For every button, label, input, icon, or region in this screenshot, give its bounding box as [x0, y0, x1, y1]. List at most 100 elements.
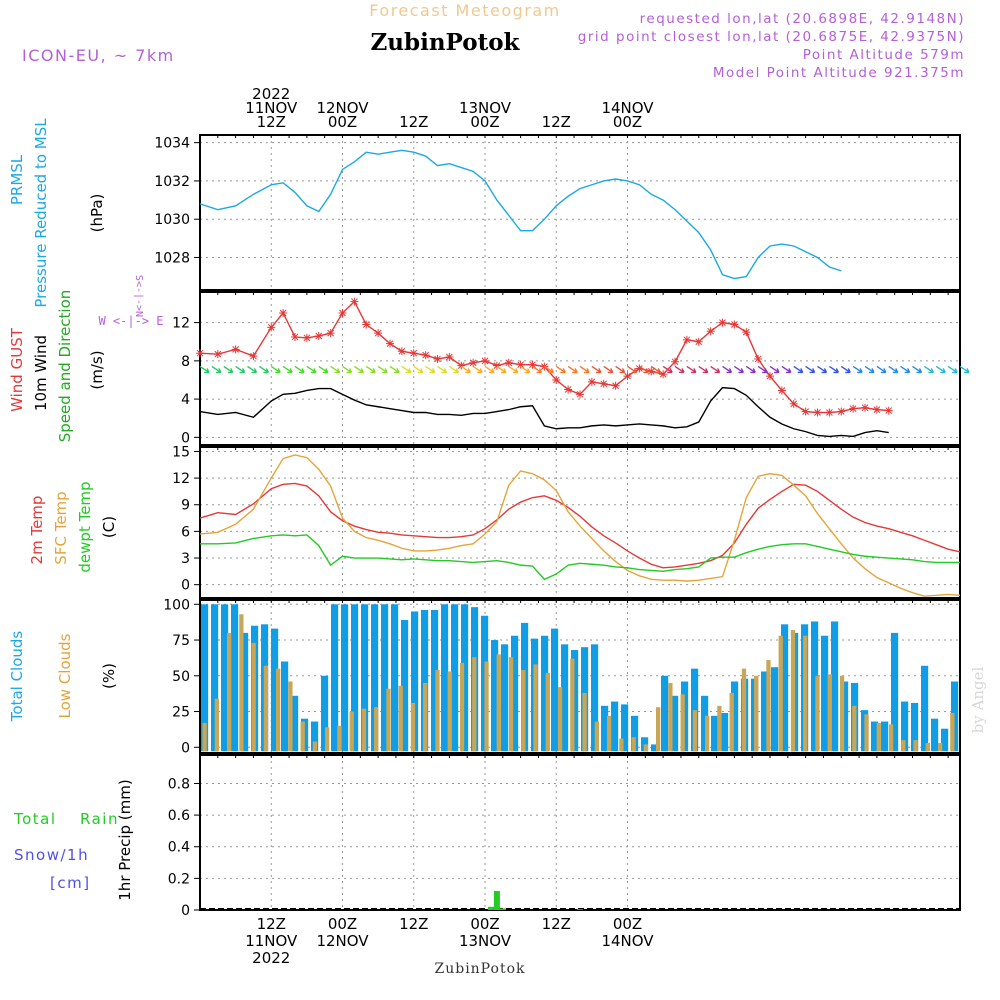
total-clouds-bar — [391, 604, 399, 752]
time-label-bottom: 12Z — [257, 915, 286, 933]
y-tick-label: 1034 — [154, 136, 190, 152]
celsius-unit-label: (C) — [100, 516, 118, 538]
total-clouds-bar — [401, 620, 409, 752]
low-clouds-bar — [361, 708, 367, 752]
closest-coords: grid point closest lon,lat (20.6875E, 42… — [578, 29, 965, 45]
low-clouds-bar — [643, 744, 649, 752]
wind-direction-arrow — [591, 365, 602, 374]
total-clouds-bar — [551, 628, 559, 752]
point-altitude: Point Altitude 579m — [803, 47, 965, 63]
low-clouds-bar — [533, 664, 538, 752]
gust-marker — [231, 345, 240, 354]
total-clouds-bar — [211, 604, 219, 752]
low-clouds-bar — [202, 722, 207, 752]
panel-frame — [199, 291, 961, 446]
time-label-bottom: 00Z — [613, 915, 642, 933]
wind-direction-arrow — [389, 365, 400, 374]
total-clouds-bar — [911, 702, 919, 752]
total-clouds-bar — [931, 718, 939, 752]
low-clouds-bar — [239, 614, 244, 752]
gust-marker — [314, 331, 323, 340]
low-clouds-bar — [594, 721, 599, 752]
y-tick-label: 15 — [172, 444, 190, 460]
low-clouds-bar — [717, 705, 722, 752]
low-clouds-bar — [226, 632, 232, 752]
total-clouds-bar — [351, 604, 359, 752]
low-clouds-bar — [913, 740, 918, 752]
gust-marker — [457, 361, 466, 370]
total-clouds-bar — [591, 644, 599, 752]
speed-dir-label: Speed and Direction — [56, 290, 74, 443]
total-clouds-bar — [621, 704, 629, 752]
low-clouds-bar — [668, 682, 673, 752]
wind-direction-arrow — [555, 365, 566, 374]
low-clouds-bar — [680, 694, 685, 752]
wind-direction-arrow — [484, 365, 495, 374]
total-clouds-bar — [431, 610, 439, 752]
dewpt-label: dewpt Temp — [76, 481, 94, 572]
wind10m-label: 10m Wind — [32, 335, 50, 411]
low-clouds-bar — [288, 681, 293, 752]
total-clouds-bar — [901, 701, 909, 752]
total-clouds-bar — [821, 635, 829, 752]
y-tick-label: 1030 — [154, 212, 190, 228]
footer-location: ZubinPotok — [434, 961, 525, 977]
gust-marker — [350, 297, 359, 306]
gust-marker — [421, 351, 430, 360]
gust-marker — [742, 328, 751, 337]
time-label-bottom: 14NOV — [601, 932, 654, 950]
gust-marker — [659, 370, 668, 379]
gust-marker — [291, 332, 299, 341]
dewpt-line — [200, 534, 960, 581]
gust-line — [199, 300, 889, 414]
y-tick-label: 0 — [181, 578, 190, 594]
model-altitude: Model Point Altitude 921.375m — [713, 65, 965, 81]
gust-marker — [635, 364, 644, 373]
wind-direction-arrow — [935, 365, 946, 374]
wind-direction-arrow — [650, 365, 661, 374]
wind-direction-arrow — [199, 365, 210, 374]
total-clouds-bar — [381, 604, 389, 752]
wind-direction-arrow — [876, 365, 887, 374]
location-title: ZubinPotok — [371, 29, 521, 56]
gust-marker — [481, 356, 489, 365]
gust-marker — [504, 358, 513, 367]
wind-direction-arrow — [330, 365, 341, 374]
total-clouds-bar — [451, 604, 459, 752]
gust-marker — [777, 386, 786, 395]
low-clouds-bar — [374, 707, 379, 752]
total-clouds-bar — [671, 695, 679, 752]
wind-direction-arrow — [638, 365, 650, 374]
total-clouds-bar — [241, 632, 249, 752]
total-clouds-bar — [221, 604, 229, 752]
gust-marker — [386, 339, 394, 348]
prmsl-label: PRMSL — [8, 154, 26, 205]
gust-marker — [766, 372, 774, 381]
low-clouds-bar — [803, 635, 808, 752]
time-label-bottom: 12Z — [542, 915, 571, 933]
low-clouds-bar — [950, 712, 955, 752]
pressure-line — [199, 149, 842, 280]
low-clouds-bar — [557, 687, 563, 752]
y-tick-label: 1028 — [154, 250, 190, 266]
low-clouds-bar — [888, 724, 894, 752]
y-tick-label: 75 — [172, 633, 190, 649]
requested-coords: requested lon,lat (20.6898E, 42.9148N) — [640, 11, 965, 27]
gust-marker — [682, 335, 691, 344]
low-clouds-bar — [386, 688, 391, 752]
total-clouds-bar — [771, 667, 779, 752]
low-clouds-bar — [852, 705, 857, 752]
y-tick-label: 0.2 — [168, 871, 190, 887]
panel-frame — [199, 134, 961, 291]
wind-direction-arrow — [686, 365, 697, 374]
y-tick-label: 4 — [181, 392, 190, 408]
gust-marker — [671, 357, 679, 366]
panel-frame — [199, 446, 961, 599]
wind-direction-arrow — [733, 365, 745, 374]
wind-direction-arrow — [828, 365, 840, 374]
hpa-unit-label: (hPa) — [88, 194, 106, 233]
low-clouds-bar — [325, 727, 330, 752]
wind-direction-arrow — [579, 365, 590, 374]
gust-marker — [338, 309, 347, 318]
total-clouds-bar — [891, 632, 899, 752]
